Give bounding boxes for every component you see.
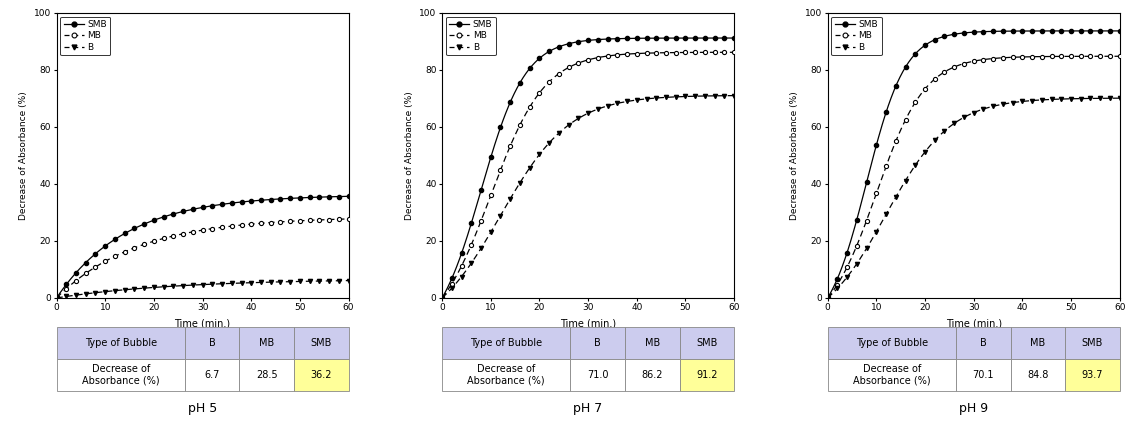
Y-axis label: Decrease of Absorbance (%): Decrease of Absorbance (%) <box>405 91 414 220</box>
Y-axis label: Decrease of Absorbance (%): Decrease of Absorbance (%) <box>19 91 28 220</box>
Text: pH 9: pH 9 <box>959 402 988 415</box>
Text: pH 7: pH 7 <box>573 402 603 415</box>
Legend: SMB, MB, B: SMB, MB, B <box>831 16 881 55</box>
Legend: SMB, MB, B: SMB, MB, B <box>446 16 497 55</box>
X-axis label: Time (min.): Time (min.) <box>946 318 1002 328</box>
Legend: SMB, MB, B: SMB, MB, B <box>60 16 111 55</box>
X-axis label: Time (min.): Time (min.) <box>560 318 616 328</box>
X-axis label: Time (min.): Time (min.) <box>174 318 231 328</box>
Y-axis label: Decrease of Absorbance (%): Decrease of Absorbance (%) <box>791 91 800 220</box>
Text: pH 5: pH 5 <box>188 402 217 415</box>
